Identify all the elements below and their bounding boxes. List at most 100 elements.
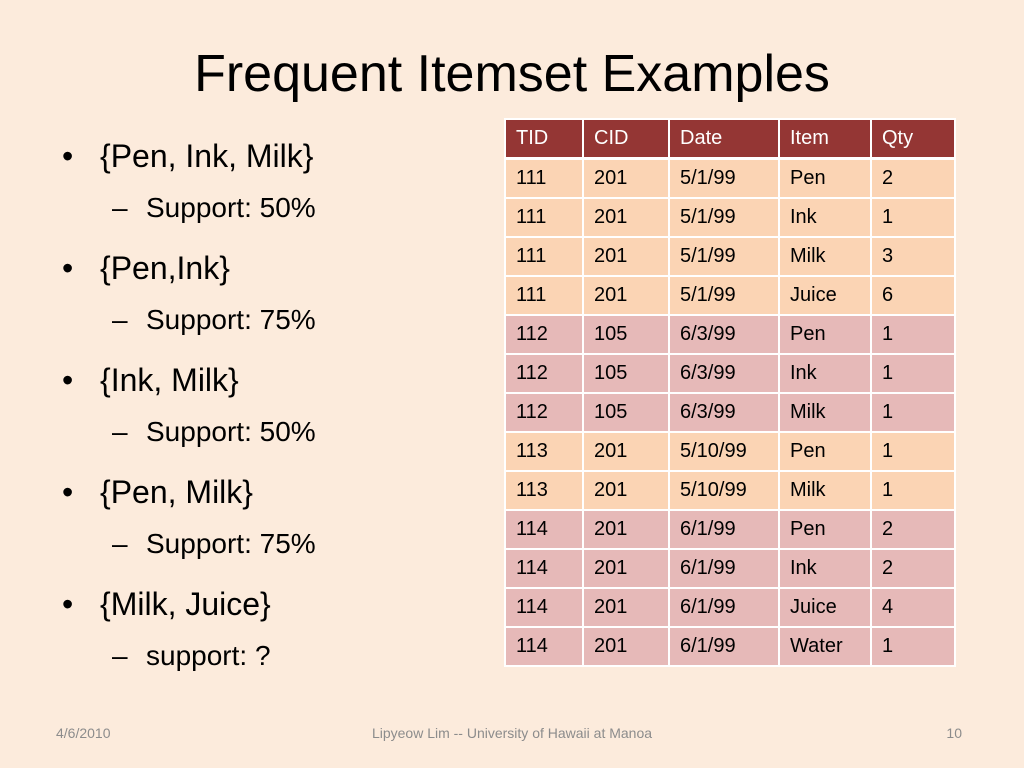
cell-item: Ink [778, 353, 872, 394]
sub-bullet-item: – Support: 50% [56, 412, 476, 452]
cell-cid: 201 [582, 197, 670, 238]
sub-bullet-label: Support: 50% [146, 416, 316, 447]
transactions-table: TID CID Date Item Qty 111 201 5/1/99 Pen 2 11… [504, 118, 956, 667]
cell-cid: 201 [582, 236, 670, 277]
sub-bullet-item: – Support: 75% [56, 300, 476, 340]
column-header-date: Date [668, 118, 780, 160]
cell-item: Pen [778, 509, 872, 550]
cell-item: Ink [778, 197, 872, 238]
table-row: 112 105 6/3/99 Pen 1 [504, 314, 956, 355]
slide-title: Frequent Itemset Examples [194, 45, 830, 103]
cell-tid: 111 [504, 157, 584, 199]
table-row: 113 201 5/10/99 Milk 1 [504, 470, 956, 511]
bullet-group: • {Pen, Milk} – Support: 75% [56, 468, 476, 564]
sub-bullet-item: – Support: 75% [56, 524, 476, 564]
table-row: 111 201 5/1/99 Juice 6 [504, 275, 956, 316]
bullet-group: • {Pen,Ink} – Support: 75% [56, 244, 476, 340]
bullet-dot-icon: • [62, 586, 74, 622]
cell-tid: 114 [504, 548, 584, 589]
table-header-row: TID CID Date Item Qty [504, 118, 956, 160]
cell-qty: 1 [870, 353, 956, 394]
bullet-dot-icon: • [62, 474, 74, 510]
cell-cid: 201 [582, 548, 670, 589]
cell-tid: 111 [504, 275, 584, 316]
cell-cid: 201 [582, 470, 670, 511]
sub-bullet-item: – support: ? [56, 636, 476, 676]
column-header-qty: Qty [870, 118, 956, 160]
cell-qty: 1 [870, 197, 956, 238]
cell-tid: 111 [504, 197, 584, 238]
cell-date: 6/3/99 [668, 353, 780, 394]
sub-bullet-label: Support: 75% [146, 528, 316, 559]
cell-item: Pen [778, 431, 872, 472]
bullet-label: {Ink, Milk} [100, 362, 239, 398]
cell-date: 6/1/99 [668, 587, 780, 628]
table-row: 113 201 5/10/99 Pen 1 [504, 431, 956, 472]
cell-cid: 201 [582, 275, 670, 316]
cell-cid: 201 [582, 431, 670, 472]
dash-icon: – [112, 528, 128, 559]
table-header: TID CID Date Item Qty [504, 118, 956, 160]
cell-tid: 113 [504, 470, 584, 511]
cell-tid: 114 [504, 509, 584, 550]
bullet-label: {Pen,Ink} [100, 250, 230, 286]
cell-qty: 1 [870, 470, 956, 511]
column-header-cid: CID [582, 118, 670, 160]
footer-author: Lipyeow Lim -- University of Hawaii at M… [371, 725, 653, 741]
sub-bullet-label: Support: 75% [146, 304, 316, 335]
cell-item: Pen [778, 157, 872, 199]
cell-qty: 3 [870, 236, 956, 277]
cell-date: 5/1/99 [668, 275, 780, 316]
bullet-group: • {Milk, Juice} – support: ? [56, 580, 476, 676]
cell-cid: 201 [582, 509, 670, 550]
cell-tid: 113 [504, 431, 584, 472]
cell-qty: 2 [870, 548, 956, 589]
cell-cid: 201 [582, 626, 670, 667]
sub-bullet-label: Support: 50% [146, 192, 316, 223]
dash-icon: – [112, 304, 128, 335]
table-row: 112 105 6/3/99 Milk 1 [504, 392, 956, 433]
dash-icon: – [112, 192, 128, 223]
cell-item: Juice [778, 275, 872, 316]
table-row: 114 201 6/1/99 Water 1 [504, 626, 956, 667]
cell-date: 5/10/99 [668, 470, 780, 511]
cell-item: Milk [778, 236, 872, 277]
cell-date: 6/1/99 [668, 626, 780, 667]
bullet-item: • {Milk, Juice} [56, 580, 476, 628]
cell-qty: 1 [870, 431, 956, 472]
cell-date: 5/1/99 [668, 157, 780, 199]
cell-qty: 2 [870, 509, 956, 550]
cell-tid: 112 [504, 353, 584, 394]
cell-cid: 201 [582, 587, 670, 628]
bullet-dot-icon: • [62, 250, 74, 286]
cell-tid: 111 [504, 236, 584, 277]
bullet-dot-icon: • [62, 138, 74, 174]
bullet-label: {Pen, Milk} [100, 474, 253, 510]
bullet-group: • {Pen, Ink, Milk} – Support: 50% [56, 132, 476, 228]
cell-item: Milk [778, 470, 872, 511]
sub-bullet-item: – Support: 50% [56, 188, 476, 228]
column-header-tid: TID [504, 118, 584, 160]
bullet-item: • {Pen, Milk} [56, 468, 476, 516]
cell-qty: 1 [870, 392, 956, 433]
cell-tid: 112 [504, 314, 584, 355]
cell-date: 6/1/99 [668, 509, 780, 550]
cell-cid: 105 [582, 392, 670, 433]
page-number: 10 [946, 725, 962, 741]
bullet-dot-icon: • [62, 362, 74, 398]
table-row: 111 201 5/1/99 Milk 3 [504, 236, 956, 277]
cell-qty: 2 [870, 157, 956, 199]
table-row: 114 201 6/1/99 Pen 2 [504, 509, 956, 550]
cell-qty: 6 [870, 275, 956, 316]
column-header-item: Item [778, 118, 872, 160]
bullet-label: {Pen, Ink, Milk} [100, 138, 314, 174]
cell-qty: 1 [870, 626, 956, 667]
table-row: 114 201 6/1/99 Ink 2 [504, 548, 956, 589]
bullet-list: • {Pen, Ink, Milk} – Support: 50% • {Pen,In… [56, 132, 476, 692]
cell-cid: 201 [582, 157, 670, 199]
cell-qty: 4 [870, 587, 956, 628]
sub-bullet-label: support: ? [146, 640, 271, 671]
bullet-group: • {Ink, Milk} – Support: 50% [56, 356, 476, 452]
bullet-label: {Milk, Juice} [100, 586, 271, 622]
cell-date: 5/1/99 [668, 197, 780, 238]
